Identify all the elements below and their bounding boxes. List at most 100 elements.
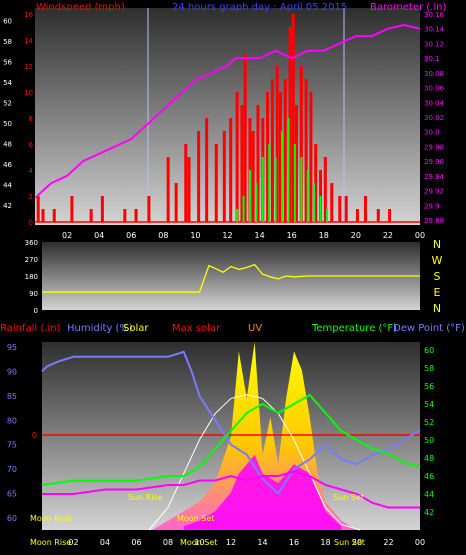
compass-label: E xyxy=(434,286,441,299)
wind-speed-bar xyxy=(325,209,328,222)
climate-x-tick-label: 16 xyxy=(289,538,299,547)
inner-tick-label: 42 xyxy=(3,202,12,210)
wind-gust-bar xyxy=(36,196,40,222)
humidity-line xyxy=(41,350,421,496)
wind-speed-bar xyxy=(242,196,245,222)
legend-max-solar: Max solar xyxy=(172,323,221,334)
wind-gust-bar xyxy=(299,66,303,222)
compass-label: N xyxy=(433,238,441,251)
wind-gust-bar xyxy=(256,105,260,222)
wind-gust-bar xyxy=(314,144,318,222)
wind-gust-bar xyxy=(52,209,56,222)
humidity-tick-label: 75 xyxy=(7,441,17,450)
wind-gust-bar xyxy=(376,209,380,222)
wind-gust-bar xyxy=(41,209,45,222)
wind-tick-label: 12 xyxy=(24,63,33,71)
wind-gust-bar xyxy=(338,196,342,222)
wind-tick-label: 6 xyxy=(29,141,34,149)
wind-x-tick-label: 08 xyxy=(158,231,168,240)
wind-speed-bar xyxy=(287,118,290,222)
wind-speed-bar xyxy=(306,170,309,222)
wind-x-tick-label: 14 xyxy=(254,231,264,240)
wind-gust-bar xyxy=(309,92,313,222)
wind-gust-bar xyxy=(266,92,270,222)
wind-gust-bar xyxy=(166,157,170,222)
temperature-tick-label: 54 xyxy=(424,400,434,409)
barometer-tick-label: 30.04 xyxy=(424,99,445,107)
wind-panel-background xyxy=(35,8,420,225)
temperature-tick-label: 46 xyxy=(424,472,434,481)
annotation-moon-rise: Moon Rise xyxy=(30,514,71,523)
inner-tick-label: 48 xyxy=(3,141,12,149)
wind-gust-bar xyxy=(288,27,292,222)
direction-tick-label: 360 xyxy=(25,239,38,247)
wind-direction-line xyxy=(42,263,420,293)
wind-gust-bar xyxy=(100,196,104,222)
wind-gust-bar xyxy=(89,209,93,222)
barometer-tick-label: 30.06 xyxy=(424,85,445,93)
humidity-tick-label: 90 xyxy=(7,367,17,376)
wind-gust-bar xyxy=(270,79,274,222)
axis-moon-set: Moon Set xyxy=(180,538,217,547)
wind-gust-bar xyxy=(294,105,298,222)
barometer-tick-label: 30.1 xyxy=(424,55,440,63)
temperature-tick-label: 58 xyxy=(424,364,434,373)
temperature-line xyxy=(41,393,421,486)
humidity-tick-label: 85 xyxy=(7,392,17,401)
wind-gust-bar xyxy=(323,157,327,222)
climate-x-tick-label: 10 xyxy=(194,538,204,547)
wind-x-tick-label: 18 xyxy=(319,231,329,240)
wind-speed-bar xyxy=(255,183,258,222)
barometer-tick-label: 30.0 xyxy=(424,129,440,137)
compass-label: W xyxy=(432,254,443,267)
annotation-moon-set: Moon Set xyxy=(177,514,214,523)
wind-speed-bar xyxy=(261,157,264,222)
barometer-tick-label: 30.12 xyxy=(424,40,444,48)
inner-tick-label: 50 xyxy=(3,120,12,128)
climate-x-tick-label: 02 xyxy=(68,538,78,547)
direction-tick-label: 180 xyxy=(25,273,38,281)
wind-gust-bar xyxy=(184,144,188,222)
temperature-tick-label: 48 xyxy=(424,454,434,463)
barometer-tick-label: 29.88 xyxy=(424,217,444,225)
wind-gust-bar xyxy=(235,92,239,222)
wind-x-tick-label: 04 xyxy=(94,231,104,240)
inner-tick-label: 60 xyxy=(3,18,12,26)
barometer-tick-label: 29.92 xyxy=(424,188,444,196)
wind-tick-label: 8 xyxy=(29,115,33,123)
wind-x-tick-label: 12 xyxy=(222,231,232,240)
legend-solar: Solar xyxy=(123,323,149,334)
chart-title: 24 hours graph day : April 05 2015 xyxy=(172,2,347,13)
wind-gust-bar xyxy=(388,209,392,222)
wind-axis-label: Windspeed (mph) xyxy=(36,2,125,13)
wind-gust-bar xyxy=(283,79,287,222)
wind-gust-bar xyxy=(197,131,201,222)
barometer-line xyxy=(34,24,421,199)
temperature-tick-label: 44 xyxy=(424,490,434,499)
wind-gust-bar xyxy=(251,131,255,222)
wind-gust-bar xyxy=(275,66,279,222)
humidity-tick-label: 65 xyxy=(7,490,17,499)
legend-rainfall: Rainfall (.in) xyxy=(0,323,61,334)
wind-gust-bar xyxy=(123,209,127,222)
wind-gust-bar xyxy=(330,183,334,222)
barometer-axis-label: Barometer (.in) xyxy=(370,2,446,13)
temperature-tick-label: 50 xyxy=(424,436,434,445)
wind-tick-label: 4 xyxy=(29,167,34,175)
wind-gust-bar xyxy=(291,14,295,222)
climate-x-tick-label: 22 xyxy=(383,538,393,547)
wind-gust-bar xyxy=(355,209,359,222)
wind-x-tick-label: 20 xyxy=(351,231,361,240)
humidity-tick-label: 80 xyxy=(7,416,17,425)
climate-x-tick-label: 12 xyxy=(226,538,236,547)
temperature-tick-label: 52 xyxy=(424,418,434,427)
climate-x-tick-label: 20 xyxy=(352,538,362,547)
wind-tick-label: 16 xyxy=(24,11,33,19)
temperature-tick-label: 60 xyxy=(424,346,434,355)
wind-speed-bar xyxy=(281,131,284,222)
barometer-tick-label: 29.94 xyxy=(424,173,445,181)
wind-gust-bar xyxy=(134,209,138,222)
wind-x-tick-label: 02 xyxy=(62,231,72,240)
wind-tick-label: 14 xyxy=(24,37,33,45)
